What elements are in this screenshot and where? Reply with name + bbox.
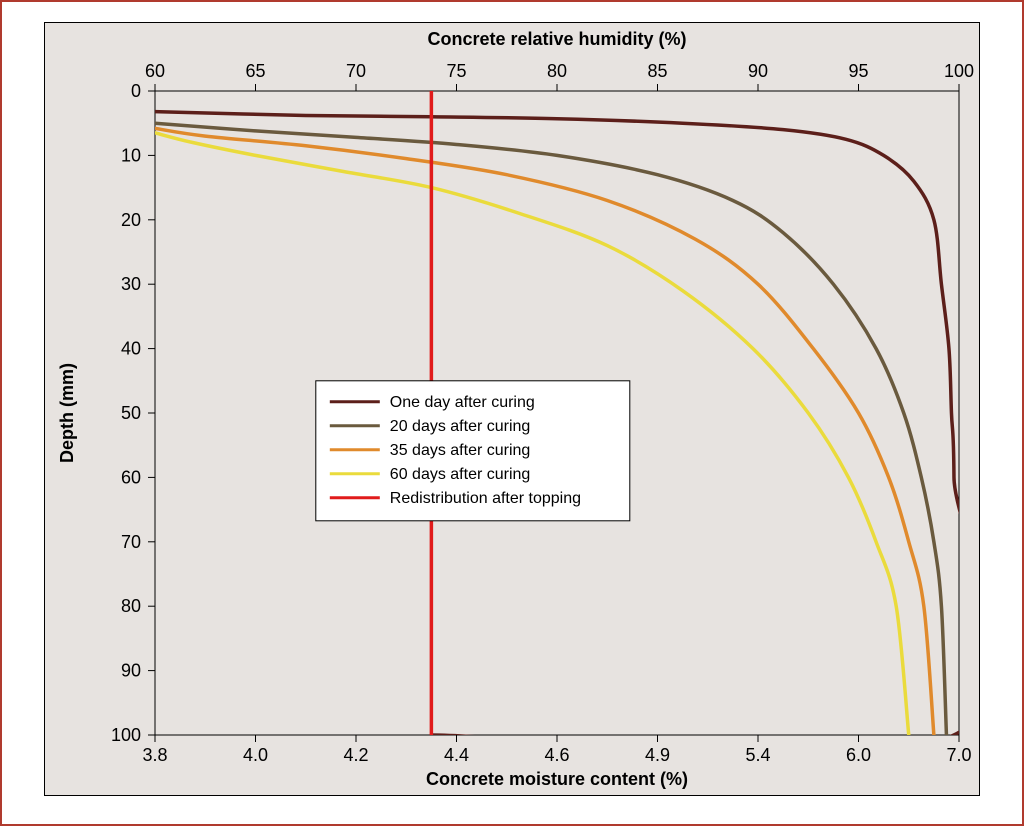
x-top-tick-label: 100 <box>944 61 974 81</box>
legend-label: One day after curing <box>390 394 535 411</box>
x-bottom-tick-label: 7.0 <box>946 745 971 765</box>
x-top-title: Concrete relative humidity (%) <box>427 29 686 49</box>
x-bottom-tick-label: 5.4 <box>745 745 770 765</box>
x-bottom-tick-label: 4.4 <box>444 745 469 765</box>
x-top-tick-label: 75 <box>446 61 466 81</box>
x-bottom-tick-label: 6.0 <box>846 745 871 765</box>
depth-humidity-chart: Concrete relative humidity (%) 60 65 70 75 80… <box>45 23 979 795</box>
x-top-tick-label: 65 <box>245 61 265 81</box>
x-top-tick-label: 70 <box>346 61 366 81</box>
y-tick-label: 80 <box>121 596 141 616</box>
y-tick-label: 30 <box>121 274 141 294</box>
y-tick-label: 0 <box>131 81 141 101</box>
legend-label: 60 days after curing <box>390 466 531 483</box>
y-tick-label: 100 <box>111 725 141 745</box>
x-bottom-tick-label: 3.8 <box>142 745 167 765</box>
x-bottom-tick-label: 4.0 <box>243 745 268 765</box>
y-tick-label: 10 <box>121 145 141 165</box>
chart-card: Concrete relative humidity (%) 60 65 70 75 80… <box>0 0 1024 826</box>
y-tick-label: 60 <box>121 467 141 487</box>
x-bottom-tick-label: 4.2 <box>343 745 368 765</box>
x-top-tick-label: 60 <box>145 61 165 81</box>
legend-label: 35 days after curing <box>390 442 531 459</box>
y-tick-label: 90 <box>121 661 141 681</box>
x-top-tick-label: 95 <box>848 61 868 81</box>
x-top-tick-label: 85 <box>647 61 667 81</box>
y-tick-label: 50 <box>121 403 141 423</box>
y-title: Depth (mm) <box>57 363 77 463</box>
x-top-tick-label: 80 <box>547 61 567 81</box>
x-top-tick-label: 90 <box>748 61 768 81</box>
y-tick-label: 20 <box>121 210 141 230</box>
y-tick-label: 40 <box>121 339 141 359</box>
legend-label: Redistribution after topping <box>390 490 581 507</box>
x-bottom-tick-label: 4.9 <box>645 745 670 765</box>
y-tick-label: 70 <box>121 532 141 552</box>
x-bottom-tick-label: 4.6 <box>544 745 569 765</box>
x-bottom-title: Concrete moisture content (%) <box>426 769 688 789</box>
chart-figure: Concrete relative humidity (%) 60 65 70 75 80… <box>44 22 980 796</box>
legend-label: 20 days after curing <box>390 418 531 435</box>
